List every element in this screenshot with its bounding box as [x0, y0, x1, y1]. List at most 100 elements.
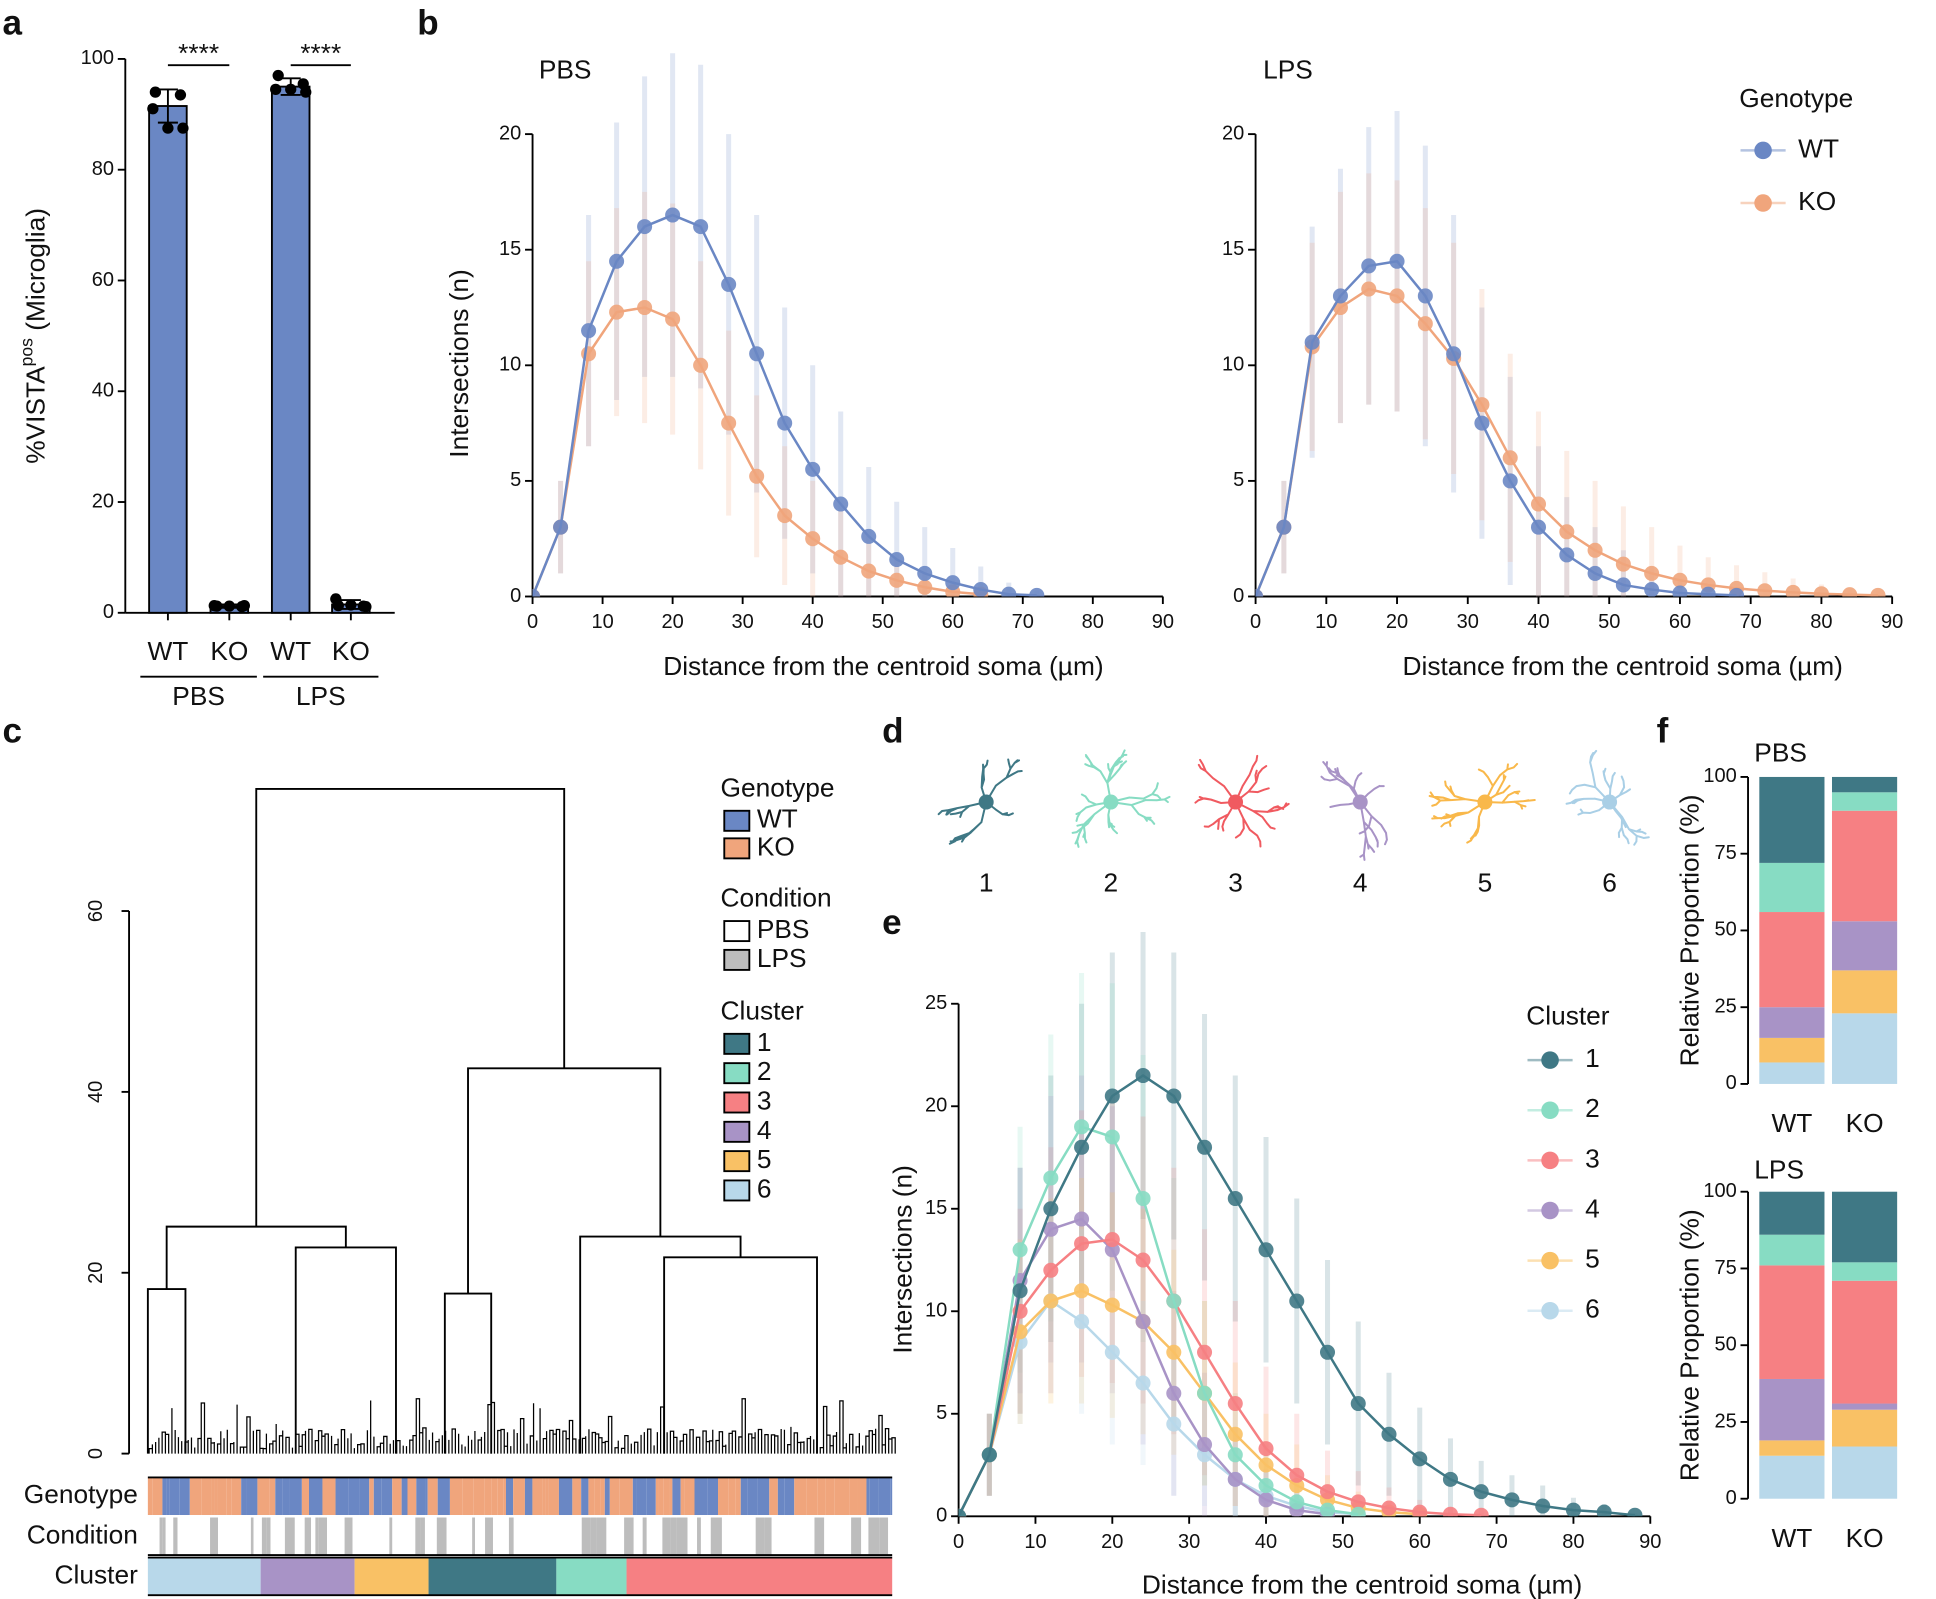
y-tick-label: 75	[1714, 1257, 1736, 1279]
data-point	[1074, 1139, 1090, 1155]
data-point	[1587, 565, 1603, 581]
x-tick-label: 40	[1255, 1531, 1277, 1553]
condition-stripe	[670, 1517, 677, 1556]
data-point	[1502, 450, 1518, 466]
condition-stripe	[861, 1517, 869, 1556]
data-point	[1565, 1502, 1581, 1517]
condition-stripe	[223, 1517, 231, 1556]
data-point	[1289, 1293, 1305, 1309]
genotype-stripe	[849, 1477, 858, 1516]
y-tick-label: 40	[85, 1081, 107, 1103]
y-tick-label: 100	[81, 47, 114, 69]
genotype-stripe	[301, 1477, 309, 1516]
genotype-stripe	[505, 1477, 514, 1516]
y-tick-label: 0	[103, 601, 114, 623]
data-point	[749, 468, 765, 484]
bar-segment	[1831, 810, 1898, 922]
y-tick-label: 0	[1233, 585, 1244, 607]
condition-stripe	[250, 1517, 254, 1556]
x-tick-label: WT	[1771, 1108, 1812, 1138]
bar-segment	[1759, 1440, 1825, 1456]
leaf-comb	[148, 1398, 896, 1454]
data-point	[1258, 1242, 1274, 1258]
x-tick-label: 80	[1810, 611, 1832, 633]
data-point	[1559, 524, 1575, 540]
panel-label: a	[3, 3, 23, 42]
data-point	[721, 415, 737, 431]
data-point	[360, 601, 372, 613]
bar	[270, 85, 311, 614]
legend-marker	[1541, 1301, 1559, 1320]
condition-stripe	[472, 1517, 476, 1556]
genotype-stripe	[231, 1477, 242, 1516]
genotype-stripe	[757, 1477, 770, 1516]
legend-swatch	[723, 1179, 751, 1202]
data-point	[1559, 547, 1575, 563]
data-point	[1615, 577, 1631, 593]
dendrogram-link	[146, 1288, 187, 1454]
legend-marker	[1754, 141, 1772, 160]
bar-segment	[1759, 1455, 1825, 1499]
data-point	[1104, 1344, 1120, 1360]
legend-swatch	[723, 920, 751, 943]
panel-label: e	[882, 903, 902, 942]
x-tick-label: 70	[1485, 1531, 1507, 1553]
bar-segment	[1831, 776, 1898, 793]
chart-title: LPS	[1754, 1155, 1804, 1185]
data-point	[1361, 281, 1377, 297]
data-point	[1350, 1494, 1366, 1510]
bar-segment	[1759, 1378, 1825, 1441]
condition-stripe	[311, 1517, 316, 1556]
genotype-stripe	[545, 1477, 549, 1516]
cell-label: 6	[1602, 868, 1617, 898]
cell-morphology	[1320, 761, 1388, 861]
data-point	[1043, 1221, 1059, 1237]
genotype-stripe	[825, 1477, 835, 1516]
data-point	[1474, 415, 1490, 431]
data-point	[1785, 584, 1801, 597]
y-axis-title-part: (Microglia)	[21, 208, 51, 338]
cell-soma	[1477, 794, 1493, 810]
y-axis-title-part: %VISTA	[21, 366, 51, 464]
data-point	[805, 461, 821, 477]
x-tick-label: 0	[1250, 611, 1261, 633]
condition-stripe	[569, 1517, 578, 1556]
x-tick-label: 30	[732, 611, 754, 633]
condition-stripe	[318, 1517, 328, 1556]
data-point	[270, 83, 282, 96]
data-point	[1135, 1067, 1151, 1084]
x-tick-label: 30	[1457, 611, 1479, 633]
condition-stripe	[764, 1517, 772, 1556]
data-point	[1276, 519, 1292, 535]
condition-stripe	[367, 1517, 379, 1556]
data-point	[1644, 565, 1660, 581]
bar-segment	[1759, 1037, 1825, 1063]
y-tick-label: 20	[92, 490, 114, 512]
genotype-stripe	[684, 1477, 695, 1516]
data-point	[1319, 1484, 1336, 1500]
condition-stripe	[392, 1517, 400, 1556]
condition-stripe	[337, 1517, 342, 1556]
bar-segment	[1831, 1446, 1898, 1499]
x-tick-label: 90	[1152, 611, 1174, 633]
condition-stripe	[315, 1517, 319, 1556]
data-point	[1197, 1139, 1213, 1155]
cluster-segment	[147, 1557, 261, 1596]
condition-stripe	[402, 1517, 408, 1556]
y-tick-label: 0	[510, 585, 521, 607]
genotype-stripe	[381, 1477, 393, 1516]
bar-segment	[1831, 970, 1898, 1014]
bar-segment	[1759, 1234, 1825, 1266]
data-point	[1672, 572, 1688, 588]
condition-stripe	[284, 1517, 295, 1556]
data-point	[1074, 1313, 1090, 1330]
condition-stripe	[697, 1517, 701, 1556]
data-point	[223, 600, 235, 612]
data-point	[1672, 585, 1688, 597]
data-point	[1104, 1231, 1120, 1248]
x-tick-label: 80	[1082, 611, 1104, 633]
y-tick-label: 15	[925, 1197, 947, 1219]
data-point	[149, 86, 162, 98]
cell-soma	[1602, 794, 1618, 810]
genotype-stripe	[794, 1477, 807, 1516]
